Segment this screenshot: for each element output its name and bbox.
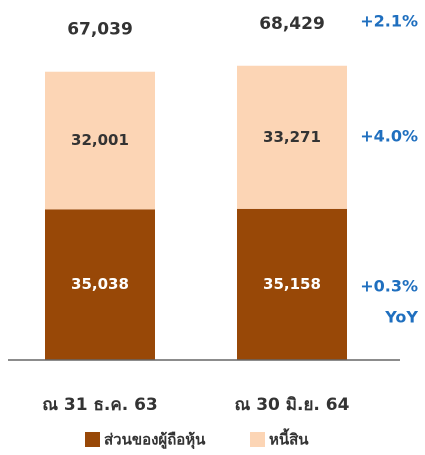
legend-swatch [250,432,265,447]
annotation: +0.3% [360,277,418,296]
x-tick-label: ณ 30 มิ.ย. 64 [235,395,350,415]
legend-swatch [85,432,100,447]
bar-segment [237,65,347,209]
x-tick-label: ณ 31 ธ.ค. 63 [42,395,158,415]
value-label: 35,158 [263,275,321,293]
value-label: 33,271 [263,128,321,146]
bar-segment [237,208,347,360]
bar-segment [45,209,155,360]
annotation: +2.1% [360,12,418,31]
total-label: 67,039 [67,20,133,40]
annotation: YoY [384,308,418,327]
value-label: 35,038 [71,275,129,293]
legend-label: หนี้สิน [269,428,309,449]
legend-label: ส่วนของผู้ถือหุ้น [104,431,206,450]
bar-segment [45,71,155,210]
value-label: 32,001 [71,131,129,149]
total-label: 68,429 [259,14,325,34]
annotation: +4.0% [360,127,418,146]
